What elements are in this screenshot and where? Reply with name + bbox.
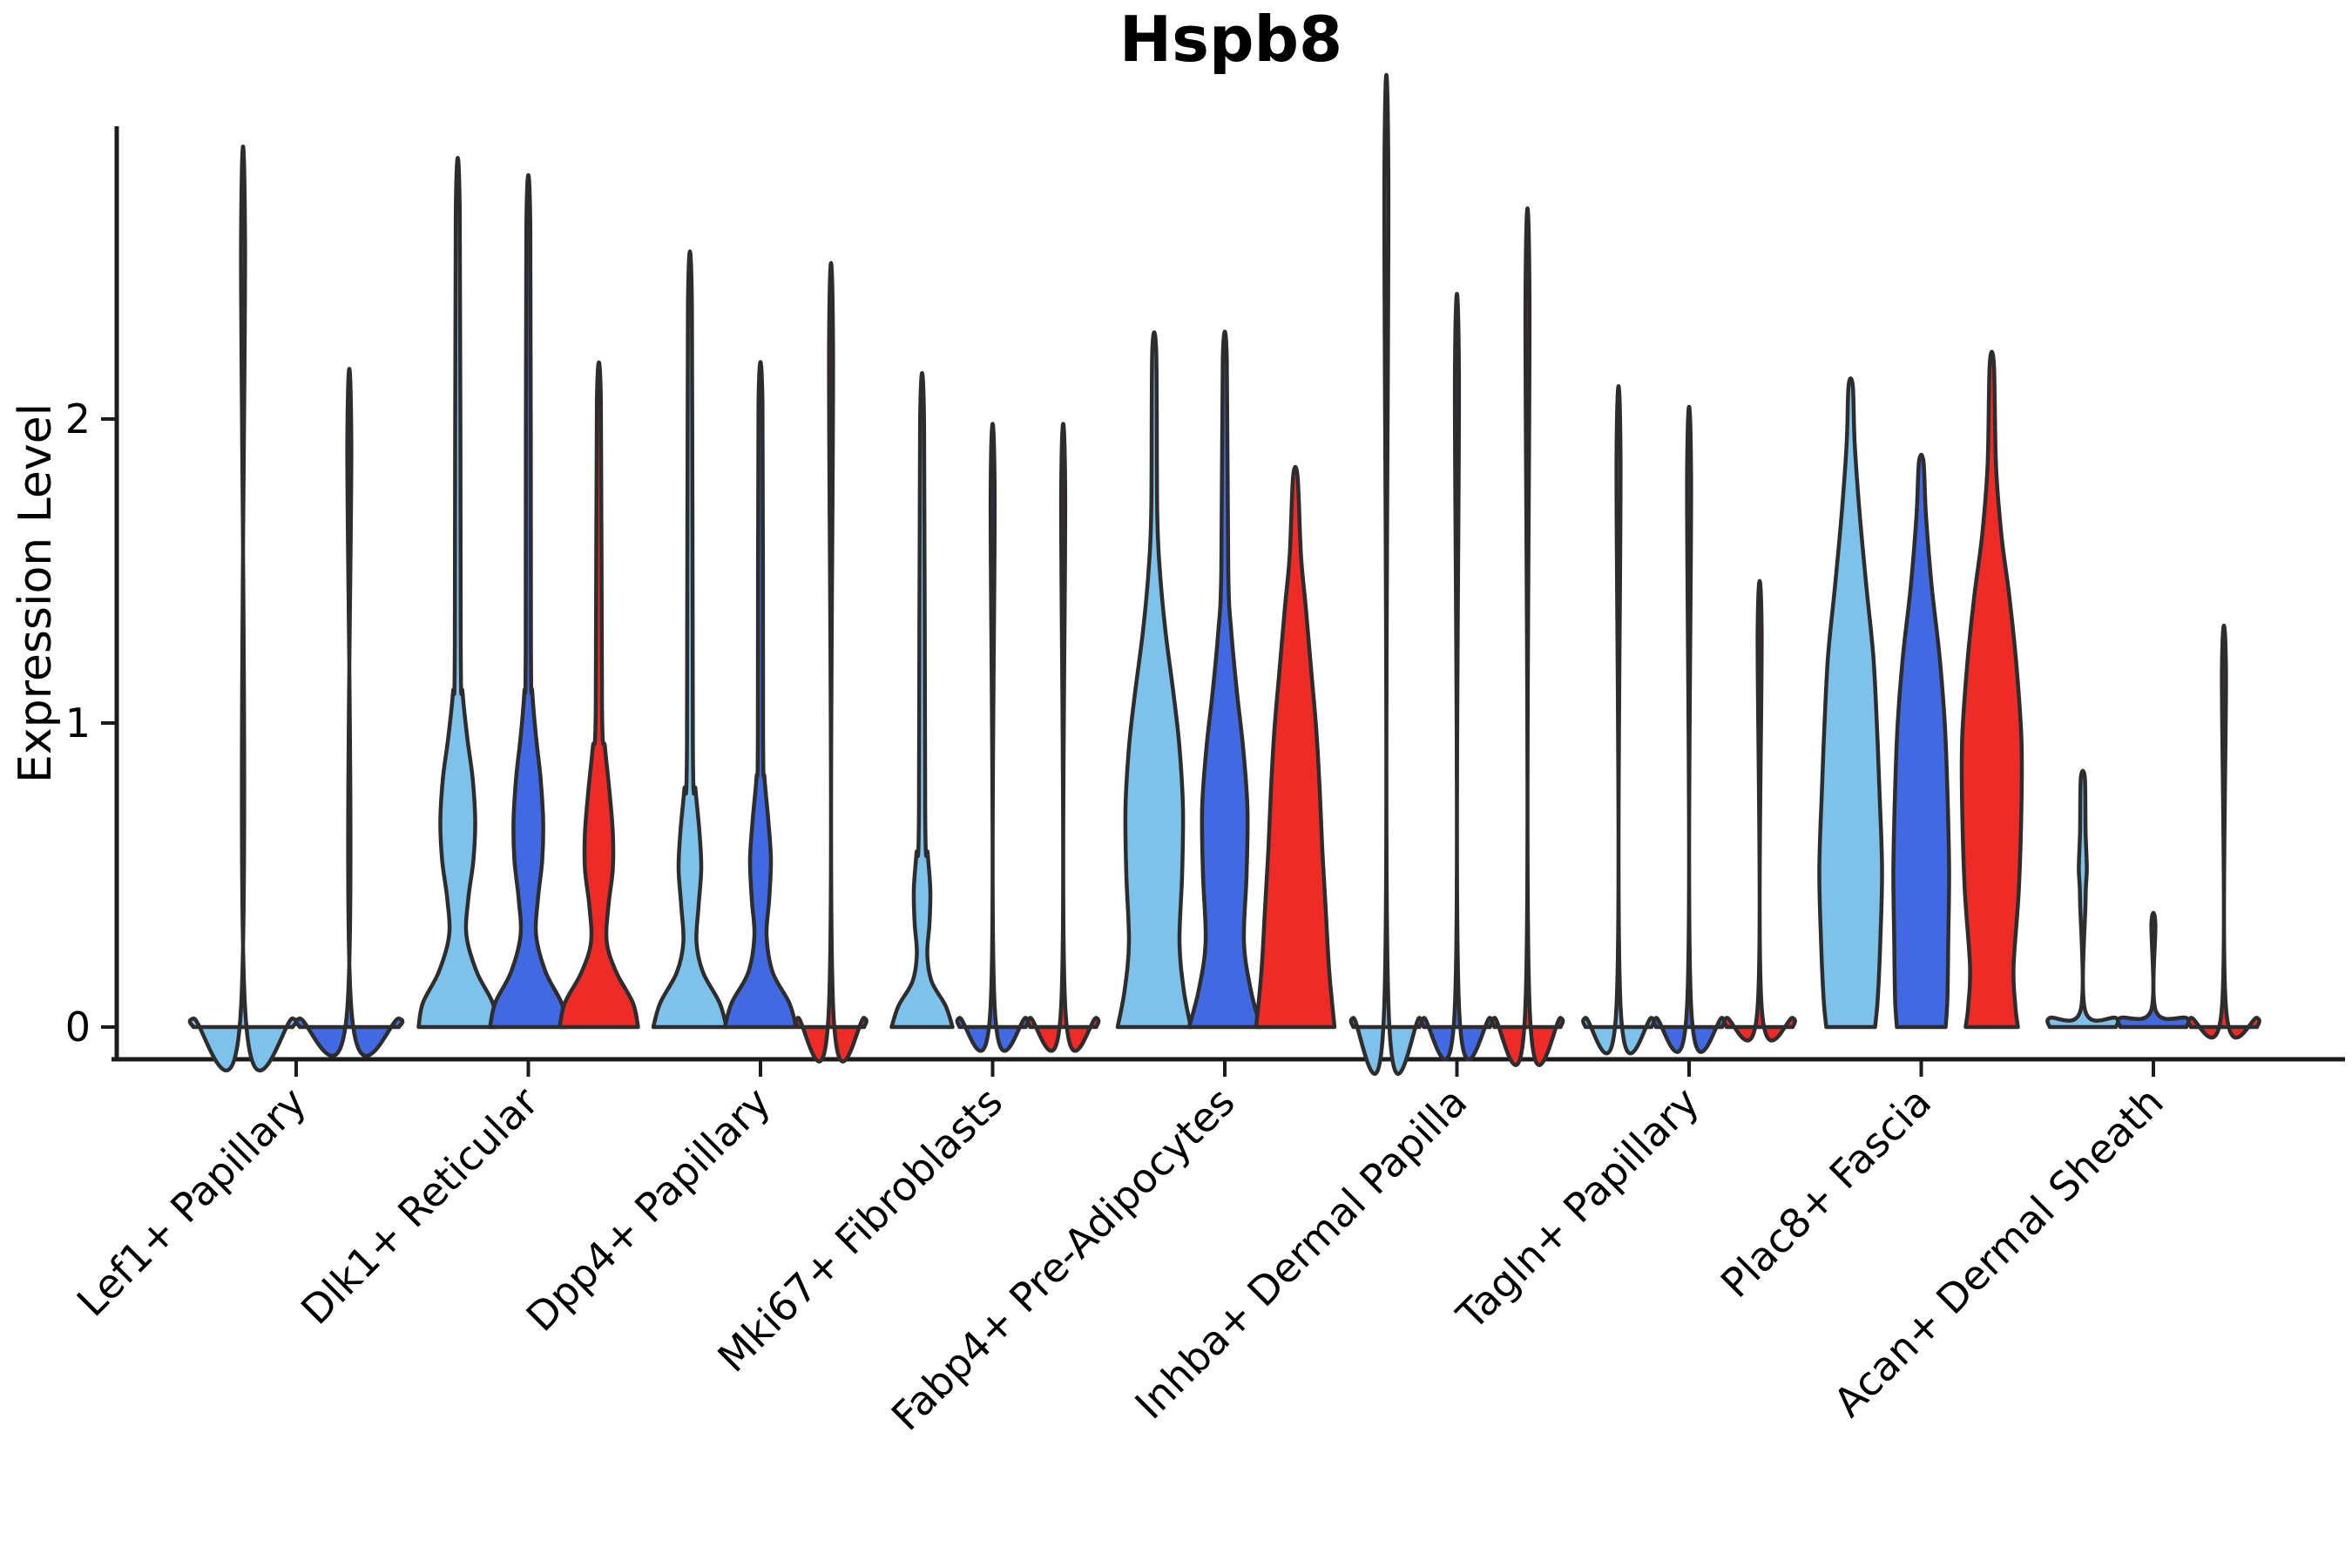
- violin-group: [2045, 623, 2261, 1040]
- violin: [2116, 910, 2191, 1030]
- violin-group: [651, 249, 868, 1064]
- violin: [1581, 384, 1656, 1056]
- violin: [1348, 72, 1424, 1076]
- violin: [889, 371, 955, 1030]
- x-category-label: Lef1+ Papillary: [68, 1078, 315, 1326]
- violin: [651, 249, 729, 1030]
- violin: [1186, 329, 1263, 1030]
- violin-group: [1581, 384, 1797, 1056]
- violin-group: [416, 156, 640, 1030]
- violin: [1490, 206, 1565, 1067]
- violin: [955, 422, 1031, 1053]
- violin: [558, 361, 640, 1030]
- violin: [1959, 349, 2024, 1030]
- violin-group: [1115, 329, 1337, 1030]
- violin: [1025, 422, 1101, 1053]
- y-tick-label: 1: [65, 700, 91, 747]
- violin: [1722, 579, 1797, 1043]
- violin: [1652, 404, 1727, 1054]
- violin: [187, 144, 299, 1073]
- violin: [1254, 464, 1337, 1030]
- violin: [1891, 452, 1951, 1030]
- violin: [2186, 623, 2261, 1040]
- violin: [416, 156, 499, 1030]
- violin: [294, 367, 405, 1058]
- y-axis-label: Expression Level: [10, 403, 62, 783]
- x-category-label: Plac8+ Fascia: [1712, 1078, 1940, 1307]
- chart-title: Hspb8: [1119, 3, 1342, 76]
- violin: [1115, 330, 1193, 1030]
- violin: [488, 173, 569, 1030]
- y-tick-label: 0: [65, 1004, 91, 1051]
- x-category-label: Dlk1+ Reticular: [292, 1078, 547, 1334]
- x-category-label: Tagln+ Papillary: [1447, 1078, 1708, 1340]
- y-tick-label: 2: [65, 395, 91, 443]
- x-category-label: Dpp4+ Papillary: [517, 1078, 780, 1341]
- violin: [722, 360, 799, 1030]
- violin: [1419, 292, 1495, 1062]
- violin: [1817, 376, 1884, 1030]
- violin-group: [1817, 349, 2024, 1030]
- violin: [2045, 768, 2120, 1030]
- violin-group: [1348, 72, 1565, 1076]
- violin-group: [889, 371, 1101, 1053]
- axes-layer: [101, 126, 2345, 1077]
- violin: [794, 260, 868, 1064]
- violin-layer: [187, 72, 2261, 1076]
- violin-group: [187, 144, 405, 1073]
